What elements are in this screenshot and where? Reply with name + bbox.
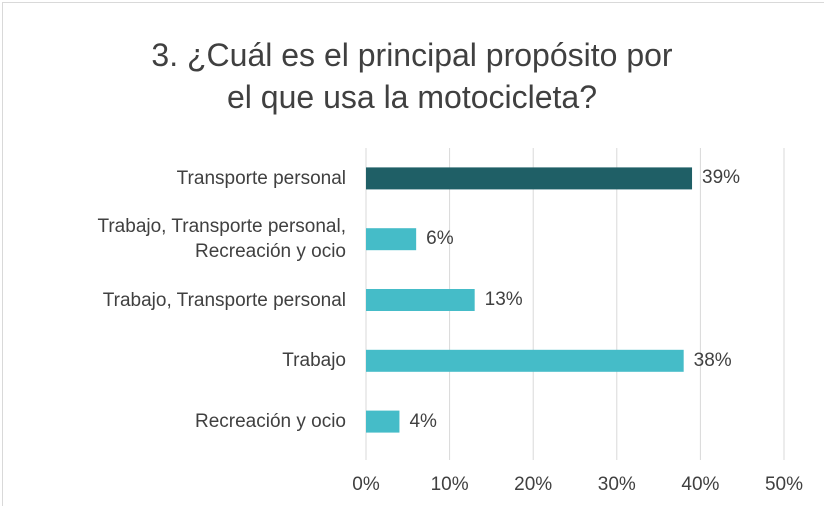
y-tick-label: Recreación y ocio [194,411,346,433]
y-tick-label: Transporte personal [176,167,346,189]
x-tick-label: 40% [681,474,720,495]
data-label: 38% [693,349,732,371]
y-tick-label: Trabajo, Transporte personal [102,289,346,311]
bar [366,410,400,433]
x-tick-label: 30% [597,474,636,495]
data-label: 6% [426,228,454,250]
y-tick-label: Trabajo, Transporte personal, Recreación… [97,216,346,263]
data-label: 13% [484,289,523,310]
x-tick-label: 0% [352,474,380,495]
bar [366,228,417,251]
bar [366,289,475,311]
x-tick-label: 50% [764,474,804,495]
data-label: 39% [702,167,741,189]
chart-title: 3. ¿Cuál es el principal propósito por e… [151,37,673,115]
x-tick-label: 20% [514,474,553,495]
bar [366,167,693,190]
bar [366,349,684,372]
data-label: 4% [409,410,437,432]
x-tick-label: 10% [430,474,469,495]
y-tick-label: Trabajo [282,350,346,372]
